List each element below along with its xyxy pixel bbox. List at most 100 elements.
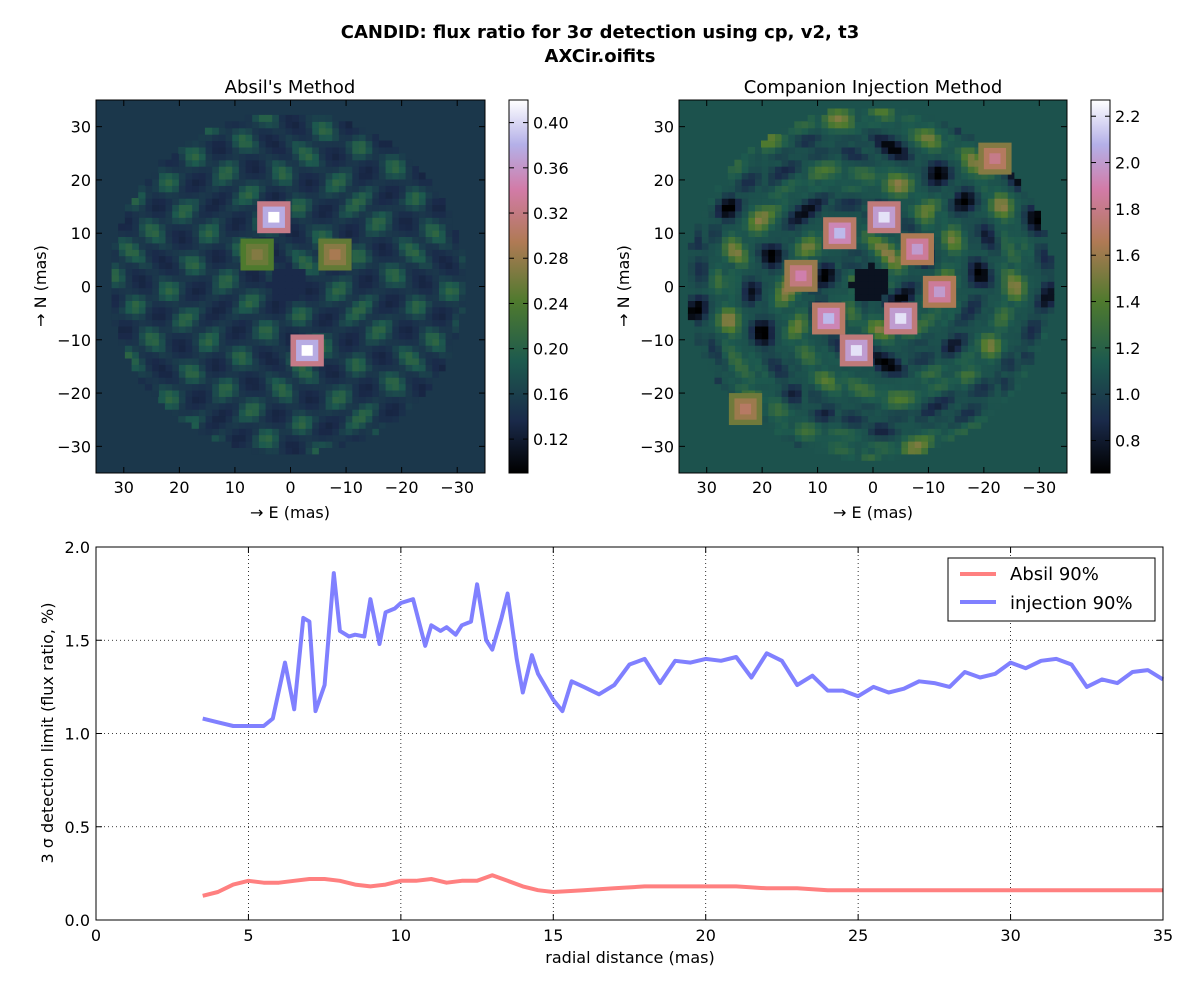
heatmap-cell (820, 274, 829, 282)
heatmap-cell (814, 377, 822, 385)
heatmap-cell (993, 294, 1002, 301)
heatmap-cell (231, 242, 239, 250)
heatmap-cell (840, 262, 849, 269)
heatmap-cell (820, 338, 829, 346)
y-tick-label: 20 (71, 171, 91, 190)
heatmap-cell (874, 300, 882, 308)
heatmap-cell (800, 300, 809, 308)
heatmap-cell (284, 319, 293, 327)
heatmap-cell (318, 274, 326, 282)
heatmap-cell (311, 287, 319, 295)
heatmap-cell (218, 434, 226, 442)
heatmap-cell (880, 140, 889, 148)
heatmap-cell (124, 325, 133, 333)
heatmap-cell (258, 370, 266, 378)
heatmap-cell (438, 204, 446, 212)
heatmap-cell (304, 428, 313, 436)
heatmap-cell (304, 287, 313, 295)
heatmap-cell (767, 294, 775, 301)
heatmap-cell (365, 300, 373, 308)
heatmap-cell (774, 198, 782, 205)
heatmap-cell (204, 370, 213, 378)
heatmap-cell (953, 370, 962, 378)
heatmap-cell (774, 409, 782, 417)
heatmap-cell (854, 121, 862, 129)
heatmap-cell (761, 204, 769, 212)
heatmap-cell (138, 306, 146, 314)
heatmap-cell (385, 409, 393, 417)
heatmap-cell (960, 262, 968, 269)
heatmap-cell (184, 370, 193, 378)
heatmap-cell (741, 332, 749, 340)
heatmap-cell (451, 313, 459, 321)
heatmap-cell (178, 396, 186, 404)
heatmap-cell (304, 166, 313, 174)
heatmap-cell (351, 357, 359, 365)
heatmap-cell (714, 364, 722, 372)
heatmap-cell (894, 441, 902, 448)
heatmap-cell (131, 332, 139, 340)
heatmap-cell (178, 217, 186, 225)
heatmap-cell (184, 217, 193, 225)
heatmap-cell (867, 274, 875, 282)
heatmap-cell (298, 268, 306, 276)
heatmap-cell (171, 325, 179, 333)
heatmap-cell (734, 242, 742, 250)
heatmap-cell (960, 294, 968, 301)
heatmap-cell (398, 274, 406, 282)
heatmap-cell (431, 319, 439, 327)
heatmap-cell (781, 332, 789, 340)
heatmap-cell (371, 210, 379, 218)
heatmap-cell (311, 377, 319, 385)
heatmap-cell (701, 306, 709, 314)
heatmap-cell (827, 389, 835, 397)
heatmap-cell (385, 351, 393, 359)
heatmap-cell (860, 121, 869, 129)
heatmap-cell (304, 383, 313, 391)
heatmap-cell (747, 153, 755, 161)
heatmap-cell (184, 389, 193, 397)
heatmap-cell (741, 210, 749, 218)
heatmap-cell (934, 364, 942, 372)
heatmap-cell (184, 159, 193, 167)
heatmap-cell (291, 383, 299, 391)
heatmap-cell (707, 345, 716, 353)
heatmap-cell (794, 421, 802, 429)
heatmap-cell (761, 274, 769, 282)
heatmap-cell (251, 338, 259, 346)
heatmap-cell (171, 249, 179, 257)
heatmap-cell (304, 236, 313, 244)
heatmap-cell (1013, 236, 1022, 244)
heatmap-cell (418, 249, 426, 257)
heatmap-cell (953, 146, 962, 154)
heatmap-cell (754, 159, 762, 167)
heatmap-cell (787, 383, 795, 391)
heatmap-cell (774, 357, 782, 365)
heatmap-cell (325, 178, 333, 186)
heatmap-cell (714, 357, 722, 365)
heatmap-cell (814, 255, 822, 263)
heatmap-cell (887, 357, 895, 365)
heatmap-cell (860, 166, 869, 174)
heatmap-cell (345, 383, 353, 391)
heatmap-cell (1020, 230, 1028, 237)
heatmap-cell (993, 364, 1002, 372)
heatmap-cell (754, 268, 762, 276)
heatmap-cell (794, 294, 802, 301)
heatmap-cell (820, 294, 829, 301)
heatmap-cell (694, 249, 702, 257)
heatmap-cell (874, 453, 882, 461)
heatmap-cell (304, 306, 313, 314)
heatmap-cell (1033, 268, 1041, 276)
heatmap-cell (231, 121, 239, 129)
heatmap-cell (378, 377, 386, 385)
heatmap-cell (847, 377, 855, 385)
heatmap-cell (920, 389, 928, 397)
heatmap-cell (398, 281, 406, 289)
heatmap-cell (378, 357, 386, 365)
heatmap-cell (973, 268, 982, 276)
heatmap-cell (814, 447, 822, 455)
heatmap-cell (973, 415, 982, 423)
heatmap-cell (445, 294, 453, 301)
heatmap-cell (727, 210, 736, 218)
